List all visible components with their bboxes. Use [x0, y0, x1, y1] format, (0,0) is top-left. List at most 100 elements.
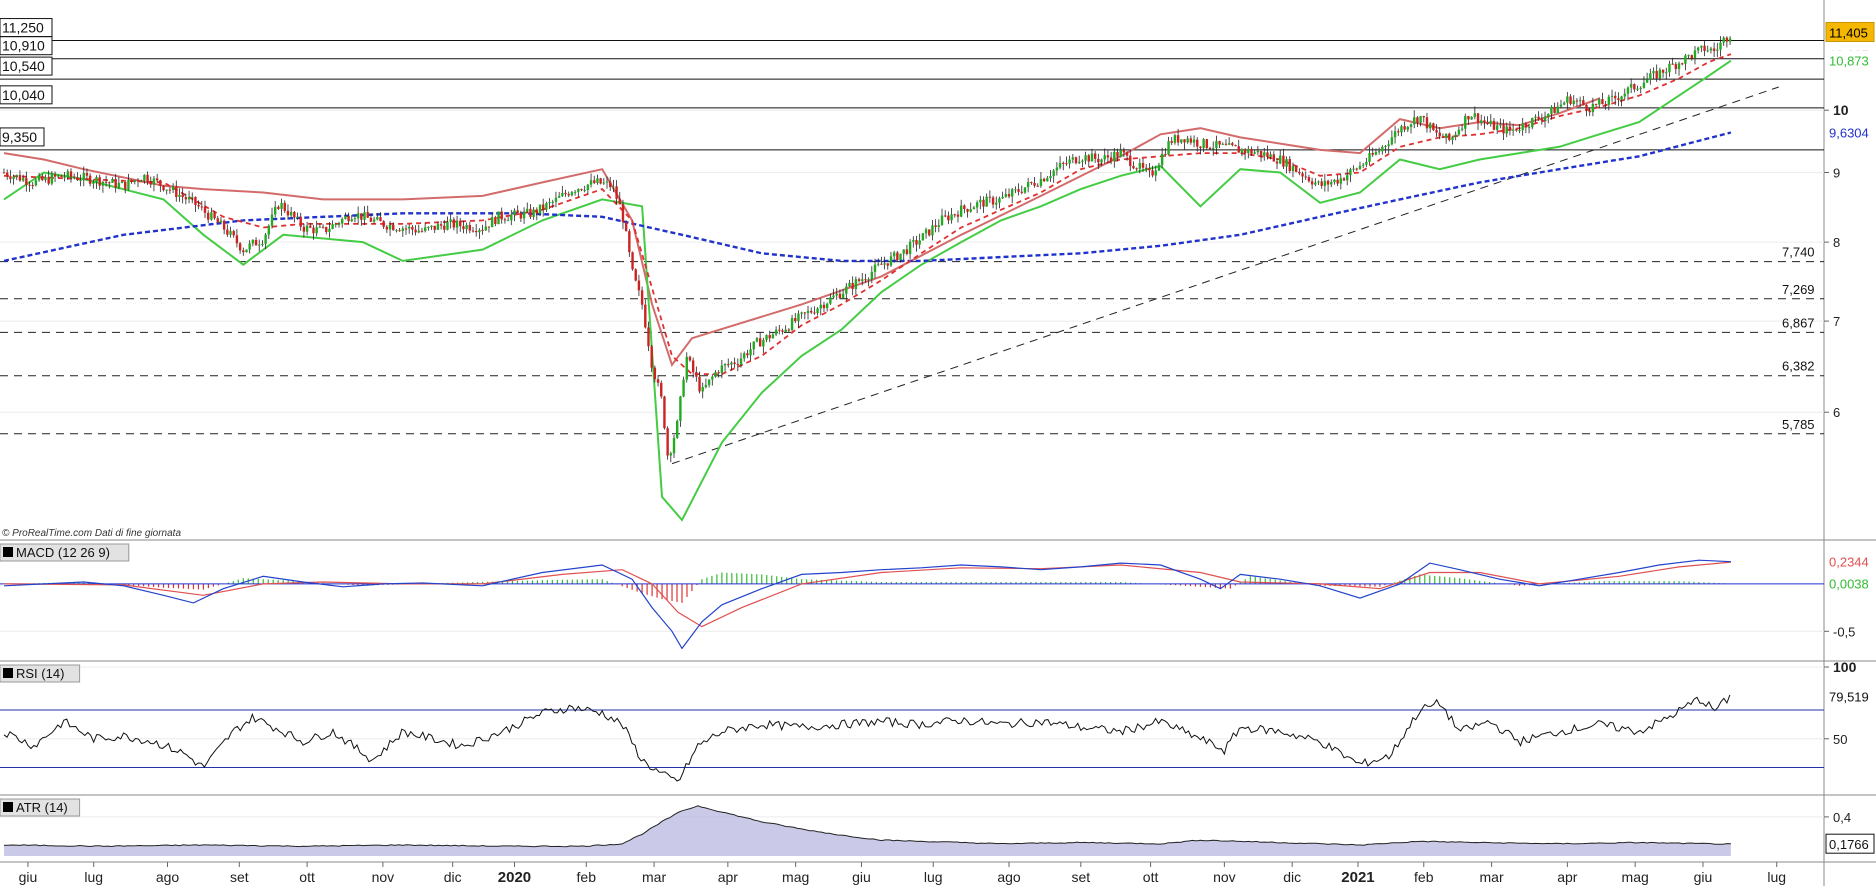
candle-body [746, 353, 749, 356]
candle-body [1425, 117, 1429, 129]
candle-body [1141, 163, 1145, 168]
candle-body [423, 227, 427, 232]
candle-body [162, 185, 165, 191]
candle-body [864, 279, 867, 281]
candle-body [797, 313, 800, 322]
candle-body [1623, 93, 1626, 97]
candle-body [37, 176, 41, 181]
candle-body [1039, 178, 1043, 186]
candle-body [1483, 120, 1486, 123]
support-label: 6,867 [1782, 315, 1815, 330]
candle-body [714, 372, 717, 377]
candle-body [452, 219, 456, 228]
candle-body [1007, 193, 1011, 197]
candle-body [513, 210, 516, 215]
candle-body [1495, 125, 1499, 130]
x-tick-label: ago [997, 869, 1021, 885]
candle-body [127, 179, 130, 190]
candle-body [60, 175, 63, 177]
candle-body [1668, 63, 1671, 73]
candle-body [398, 230, 401, 232]
candle-body [953, 214, 956, 216]
candle-body [1129, 155, 1132, 166]
candle-body [1531, 117, 1534, 128]
candle-body [752, 341, 755, 350]
y-tick-label: 8 [1833, 235, 1840, 250]
candle-body [621, 204, 625, 223]
candle-body [1409, 124, 1413, 127]
candle-body [647, 327, 650, 347]
candle-body [1480, 120, 1483, 124]
candle-body [1180, 139, 1183, 143]
candle-body [803, 312, 807, 314]
candle-body [229, 231, 232, 235]
candle-body [1294, 166, 1298, 172]
candle-body [2, 172, 6, 174]
candle-body [226, 229, 229, 235]
candle-body [159, 180, 162, 186]
candle-body [806, 310, 810, 314]
candle-body [1339, 178, 1343, 184]
x-tick-label: mar [1480, 869, 1504, 885]
candle-body [1384, 146, 1387, 148]
candle-body [1677, 63, 1681, 70]
candle-body [203, 206, 207, 213]
candle-body [1502, 124, 1505, 134]
candle-body [1090, 153, 1094, 162]
candle-body [1323, 180, 1327, 186]
candle-body [95, 177, 98, 183]
support-label: 7,740 [1782, 245, 1815, 260]
x-tick-label: lug [84, 869, 103, 885]
candle-body [1330, 182, 1333, 185]
candle-body [1521, 123, 1524, 131]
candle-body [392, 224, 395, 231]
candle-body [1527, 127, 1531, 129]
candle-body [915, 240, 918, 245]
candle-body [819, 304, 822, 309]
candle-body [417, 230, 420, 233]
macd-signal-line [3, 561, 1731, 628]
candle-body [1266, 152, 1269, 157]
candle-body [1448, 133, 1451, 140]
candle-body [676, 420, 679, 438]
candle-body [114, 179, 117, 188]
candle-body [669, 453, 673, 456]
candle-body [586, 184, 590, 190]
candle-body [593, 180, 596, 183]
candle-body [1106, 155, 1110, 158]
price-badge [1825, 121, 1875, 142]
candle-body [998, 198, 1001, 203]
macd-badge-label: 0,2344 [1829, 555, 1869, 570]
candle-body [1719, 42, 1722, 50]
candle-body [1610, 95, 1614, 97]
candle-body [136, 180, 140, 182]
y-tick-label: 6 [1833, 405, 1840, 420]
candle-body [944, 215, 947, 217]
candle-body [407, 226, 411, 229]
candle-body [1231, 143, 1234, 146]
candle-body [1004, 193, 1008, 197]
candle-body [334, 223, 338, 225]
candle-body [813, 312, 816, 314]
candle-body [1511, 129, 1515, 131]
candle-body [1224, 143, 1228, 145]
rsi-line [3, 694, 1731, 782]
candle-body [631, 252, 634, 270]
candle-body [573, 191, 577, 193]
candle-body [1221, 143, 1224, 145]
candle-body [1145, 167, 1148, 169]
candle-body [966, 209, 969, 212]
candle-body [468, 224, 472, 231]
candle-body [1336, 179, 1339, 184]
candle-body [695, 372, 698, 377]
candle-body [743, 353, 746, 359]
candle-body [526, 208, 529, 212]
candle-body [1084, 155, 1087, 161]
candle-body [34, 180, 38, 186]
candle-body [321, 226, 325, 228]
candle-body [344, 216, 347, 219]
candle-body [360, 213, 363, 220]
candle-body [44, 176, 47, 181]
candle-body [487, 226, 491, 228]
